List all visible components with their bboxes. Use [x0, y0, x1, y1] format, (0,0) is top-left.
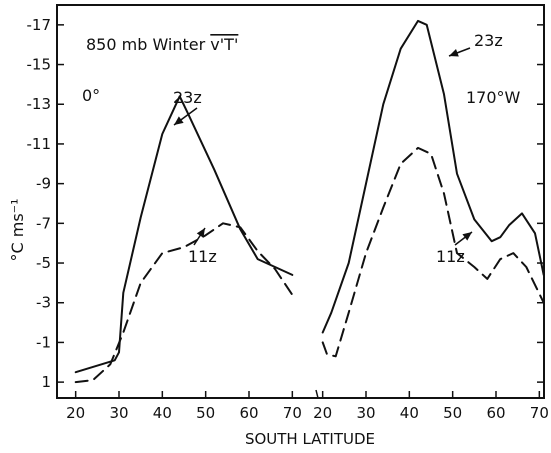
y-tick-label: -5	[36, 254, 51, 272]
y-tick-label: -3	[36, 294, 51, 312]
x-tick-label: 70	[530, 404, 549, 422]
chart-title: 850 mb Winter v'T'	[86, 35, 238, 54]
series-lines	[74, 19, 545, 384]
y-axis-label: °C ms⁻¹	[8, 198, 27, 261]
arrow-23z-right-head	[449, 49, 459, 57]
y-tick-label: -9	[36, 175, 51, 193]
label-arrows	[173, 47, 473, 246]
chart-title-overline-term: v'T'	[210, 35, 238, 54]
x-tick-label: 60	[486, 404, 505, 422]
y-axis-ticks: 1 -1 -3 -5 -7 -9 -11 -13 -15 -17	[27, 16, 544, 391]
x-tick-label: 40	[153, 404, 172, 422]
label-23z-right: 23z	[474, 31, 503, 50]
label-11z-left: 11z	[188, 247, 217, 266]
y-tick-label: -13	[27, 95, 52, 113]
x-tick-label: 30	[356, 404, 375, 422]
x-axis-ticks: 20 30 40 50 60 70 20 30 40 50 60 70	[66, 389, 549, 422]
series-line-panel2-11z	[321, 146, 545, 358]
x-tick-label: 70	[283, 404, 302, 422]
y-tick-label: 1	[41, 373, 51, 391]
panel-label-0: 0°	[82, 86, 100, 105]
y-tick-label: -15	[27, 56, 52, 74]
x-tick-label: 20	[66, 404, 85, 422]
series-line-panel1-23z	[74, 95, 294, 374]
x-tick-label: 40	[400, 404, 419, 422]
series-line-panel1-11z	[74, 222, 294, 384]
x-tick-label: 60	[239, 404, 258, 422]
y-tick-label: -7	[36, 214, 51, 232]
y-tick-label: -1	[36, 333, 51, 351]
label-23z-left: 23z	[173, 88, 202, 107]
arrow-11z-right-head	[462, 232, 472, 241]
arrow-11z-left-head	[196, 228, 205, 238]
arrow-23z-left-head	[174, 116, 184, 125]
x-tick-label: 50	[443, 404, 462, 422]
panel-label-170w: 170°W	[466, 88, 521, 107]
x-tick-label: 50	[196, 404, 215, 422]
chart-title-prefix: 850 mb Winter	[86, 35, 210, 54]
y-tick-label: -17	[27, 16, 52, 34]
series-line-panel2-23z	[321, 19, 545, 334]
x-tick-label: 30	[109, 404, 128, 422]
x-tick-label: 20	[313, 404, 332, 422]
panel-break-mark	[315, 389, 319, 399]
x-axis-label: SOUTH LATITUDE	[245, 430, 375, 448]
plot-frame	[56, 4, 545, 399]
label-11z-right: 11z	[436, 247, 465, 266]
y-tick-label: -11	[27, 135, 52, 153]
